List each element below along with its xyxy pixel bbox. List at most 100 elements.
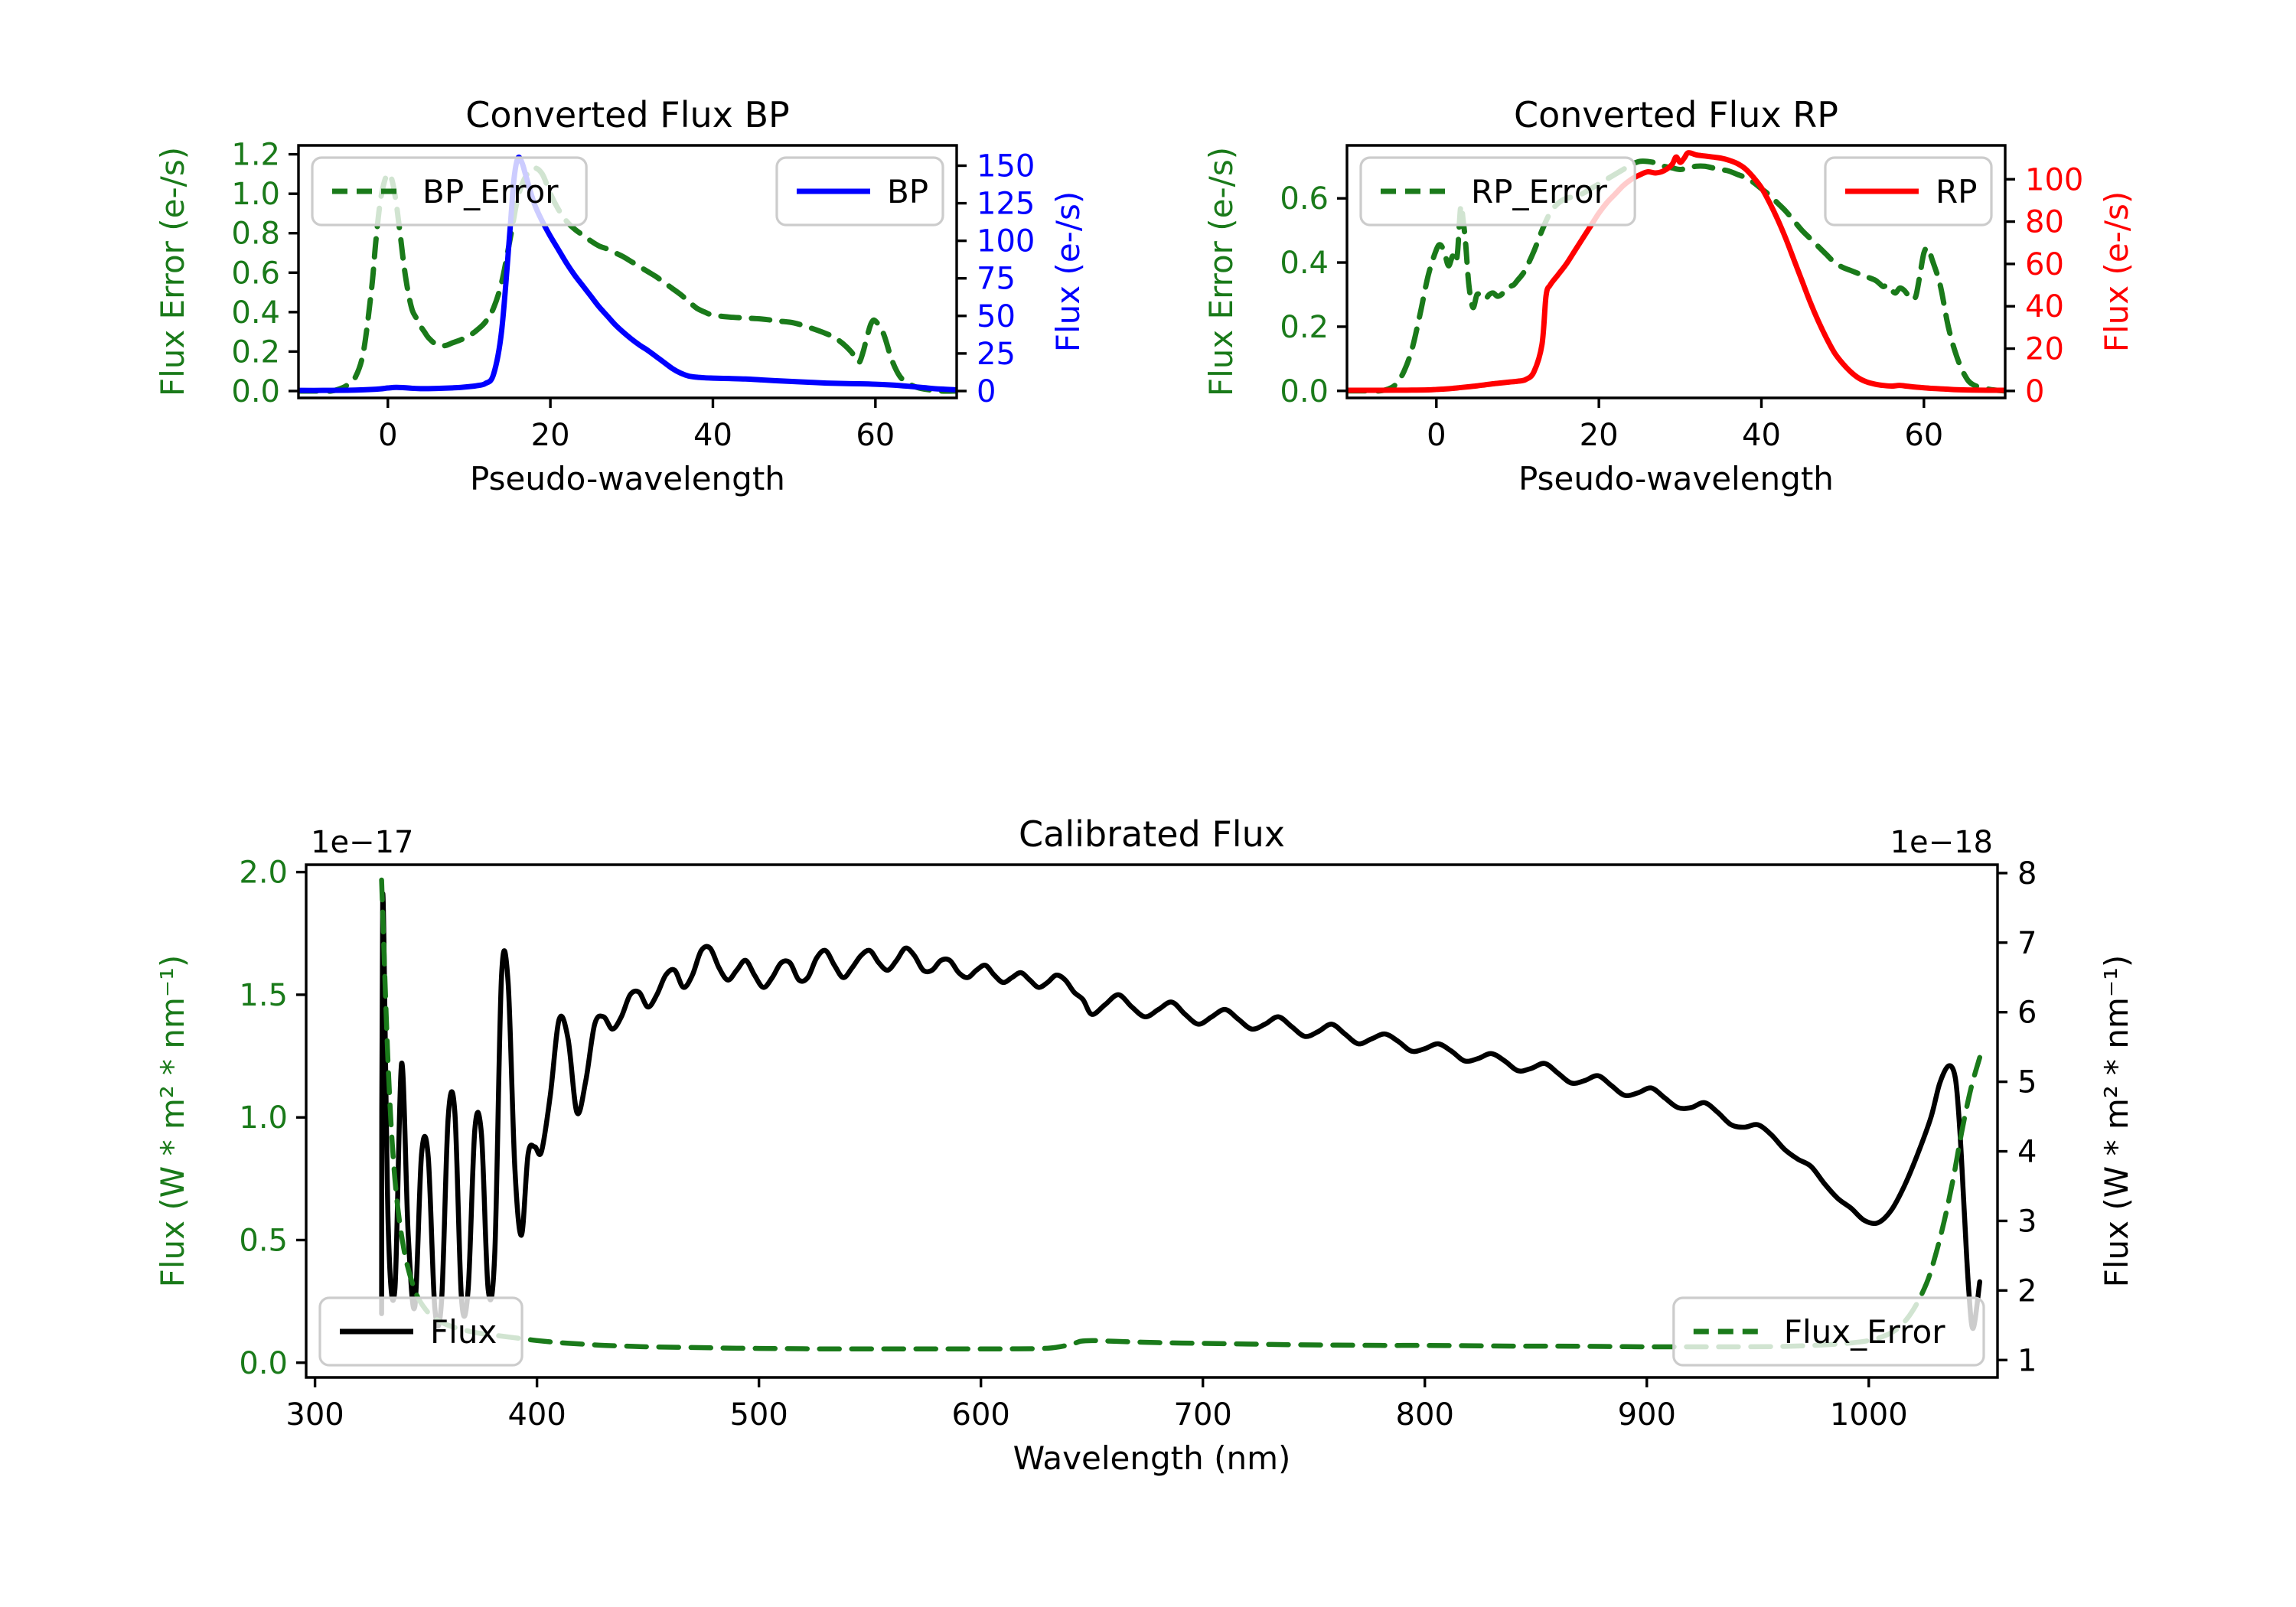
converted-flux-bp: Converted Flux BP 0 20 40 60 Pseudo-wavelengt…	[115, 84, 1133, 497]
converted-flux-bp-plot-area	[298, 154, 957, 394]
calibrated-flux-y-right-ticklabel: 8	[2017, 856, 2037, 892]
converted-flux-bp-y-axis-left: 0.0 0.20.4 0.6 0.8 1.0 1.2 Flux Error (e-/s)	[154, 138, 298, 409]
converted-flux-rp-x-ticklabel: 60	[1904, 418, 1943, 453]
converted-flux-rp-y-right-label: Flux (e-/s)	[2098, 191, 2135, 352]
converted-flux-rp-y-left-ticklabel: 0.2	[1280, 310, 1329, 345]
converted-flux-rp-y-right-ticklabel: 100	[2025, 162, 2083, 197]
converted-flux-bp-legend-bp[interactable]: BP	[775, 156, 944, 227]
converted-flux-bp-x-axis: 0 20 40 60 Pseudo-wavelength	[378, 398, 895, 497]
converted-flux-rp-x-axis-label: Pseudo-wavelength	[1518, 460, 1834, 497]
calibrated-flux-y-right-ticklabel: 1	[2017, 1343, 2037, 1378]
converted-flux-bp-legend-bp_error[interactable]: BP_Error	[311, 156, 588, 227]
converted-flux-bp-y-right-ticklabel: 25	[977, 337, 1016, 372]
converted-flux-bp-y-left-ticklabel: 0.4	[231, 295, 280, 331]
converted-flux-rp-y-left-ticklabel: 0.4	[1280, 246, 1329, 281]
converted-flux-bp-series-bp	[298, 154, 957, 393]
converted-flux-bp-x-ticklabel: 20	[531, 418, 570, 453]
converted-flux-rp-y-left-ticklabel: 0.0	[1280, 374, 1329, 409]
calibrated-flux-x-axis-label: Wavelength (nm)	[1013, 1439, 1291, 1477]
calibrated-flux-y-right-ticklabel: 2	[2017, 1273, 2037, 1309]
calibrated-flux-x-ticklabel: 300	[285, 1397, 344, 1433]
converted-flux-bp-y-right-ticklabel: 50	[977, 299, 1016, 334]
calibrated-flux-x-ticklabel: 500	[729, 1397, 788, 1433]
calibrated-flux-x-ticklabel: 1000	[1830, 1397, 1908, 1433]
converted-flux-rp-legend-rp[interactable]: RP	[1824, 156, 1993, 227]
converted-flux-rp-y-left-ticklabel: 0.6	[1280, 181, 1329, 217]
converted-flux-rp-y-axis-left: 0.0 0.2 0.4 0.6 Flux Error (e-/s)	[1202, 147, 1347, 409]
calibrated-flux-svg: Calibrated Flux 300 400 500 600 700 800 900 1000…	[154, 813, 2135, 1477]
calibrated-flux-y-right-ticklabel: 7	[2017, 926, 2037, 961]
calibrated-flux-y-axis-right: 1 2 3 4 5 6 7 8 Flux (W * m² * nm⁻¹) 1e−18	[1890, 825, 2135, 1378]
converted-flux-bp-y-right-ticklabel: 100	[977, 224, 1035, 259]
converted-flux-rp-y-axis-right: 0 20 40 60 80 100 Flux (e-/s)	[2005, 162, 2135, 409]
converted-flux-bp-svg: Converted Flux BP 0 20 40 60 Pseudo-wavelengt…	[154, 94, 1087, 497]
legend-label: Flux	[430, 1313, 497, 1351]
converted-flux-rp-y-right-ticklabel: 0	[2025, 374, 2044, 409]
calibrated-flux-x-ticklabel: 400	[507, 1397, 566, 1433]
converted-flux-bp-y-right-label: Flux (e-/s)	[1049, 191, 1087, 352]
legend-label: RP_Error	[1471, 173, 1608, 210]
converted-flux-rp-series-rp	[1347, 150, 2005, 393]
converted-flux-rp-series-rp_error	[1347, 158, 2005, 394]
converted-flux-rp-plot-area	[1347, 150, 2005, 394]
converted-flux-bp-y-left-ticklabel: 0.8	[231, 217, 280, 252]
converted-flux-bp-y-left-label: Flux Error (e-/s)	[154, 147, 191, 396]
calibrated-flux-y-left-ticklabel: 2.0	[239, 856, 288, 891]
converted-flux-rp-spines	[1345, 144, 2007, 399]
converted-flux-rp-x-ticklabel: 40	[1742, 418, 1781, 453]
calibrated-flux-legend-flux_error[interactable]: Flux_Error	[1672, 1296, 1985, 1367]
calibrated-flux-y-left-ticklabel: 0.0	[239, 1346, 288, 1381]
converted-flux-bp-y-right-ticklabel: 150	[977, 149, 1035, 184]
converted-flux-rp-title: Converted Flux RP	[1514, 94, 1838, 135]
converted-flux-bp-y-left-ticklabel: 1.2	[231, 138, 280, 173]
legend-label: BP_Error	[422, 173, 559, 210]
converted-flux-rp-y-right-ticklabel: 60	[2025, 247, 2064, 282]
calibrated-flux-y-left-ticklabel: 1.0	[239, 1100, 288, 1136]
calibrated-flux-x-axis: 300 400 500 600 700 800 900 1000 Wavelength (nm)	[285, 1377, 1908, 1477]
calibrated-flux-y-right-label: Flux (W * m² * nm⁻¹)	[2098, 955, 2135, 1288]
converted-flux-bp-x-ticklabel: 60	[856, 418, 895, 453]
calibrated-flux-y-left-ticklabel: 0.5	[239, 1223, 288, 1258]
converted-flux-bp-y-right-ticklabel: 0	[977, 374, 996, 409]
calibrated-flux-y-axis-left: 0.0 0.5 1.0 1.5 2.0 Flux (W * m² * nm⁻¹) 1e−17	[154, 825, 413, 1381]
converted-flux-bp-x-ticklabel: 0	[378, 418, 397, 453]
calibrated-flux-y-left-offset: 1e−17	[311, 825, 413, 860]
legend-label: BP	[887, 173, 928, 210]
converted-flux-bp-x-axis-label: Pseudo-wavelength	[470, 460, 785, 497]
legend-box	[1672, 1296, 1985, 1367]
legend-box	[318, 1296, 523, 1367]
calibrated-flux-x-ticklabel: 700	[1174, 1397, 1232, 1433]
legend-label: RP	[1936, 173, 1978, 210]
calibrated-flux-spines	[305, 863, 1999, 1379]
calibrated-flux-y-right-ticklabel: 6	[2017, 996, 2037, 1031]
converted-flux-rp-y-right-ticklabel: 80	[2025, 205, 2064, 240]
converted-flux-bp-series-bp_error	[298, 165, 957, 394]
converted-flux-bp-y-left-ticklabel: 0.0	[231, 374, 280, 409]
calibrated-flux-y-left-label: Flux (W * m² * nm⁻¹)	[154, 955, 191, 1288]
converted-flux-rp-x-ticklabel: 0	[1427, 418, 1446, 453]
legend-label: Flux_Error	[1784, 1313, 1945, 1351]
converted-flux-rp-y-right-ticklabel: 40	[2025, 289, 2064, 324]
converted-flux-rp-legend-rp_error[interactable]: RP_Error	[1359, 156, 1636, 227]
calibrated-flux-y-right-ticklabel: 3	[2017, 1204, 2037, 1239]
calibrated-flux-series-flux_error	[379, 877, 1983, 1352]
converted-flux-rp-x-ticklabel: 20	[1580, 418, 1619, 453]
converted-flux-rp-y-left-label: Flux Error (e-/s)	[1202, 147, 1240, 396]
legend-box	[311, 156, 588, 227]
converted-flux-bp-x-ticklabel: 40	[693, 418, 732, 453]
calibrated-flux-x-ticklabel: 800	[1396, 1397, 1454, 1433]
calibrated-flux-series-flux	[379, 892, 1983, 1332]
converted-flux-rp-x-axis: 0 20 40 60 Pseudo-wavelength	[1427, 398, 1943, 497]
converted-flux-rp-y-right-ticklabel: 20	[2025, 332, 2064, 367]
converted-flux-bp-spines	[297, 144, 958, 399]
converted-flux-bp-y-left-ticklabel: 0.6	[231, 256, 280, 291]
converted-flux-bp-y-right-ticklabel: 125	[977, 187, 1035, 222]
calibrated-flux-y-right-ticklabel: 5	[2017, 1065, 2037, 1100]
converted-flux-bp-y-left-ticklabel: 1.0	[231, 177, 280, 212]
calibrated-flux-legend-flux[interactable]: Flux	[318, 1296, 523, 1367]
calibrated-flux-y-right-ticklabel: 4	[2017, 1135, 2037, 1170]
calibrated-flux-y-left-ticklabel: 1.5	[239, 978, 288, 1013]
calibrated-flux-y-right-offset: 1e−18	[1890, 825, 1993, 860]
